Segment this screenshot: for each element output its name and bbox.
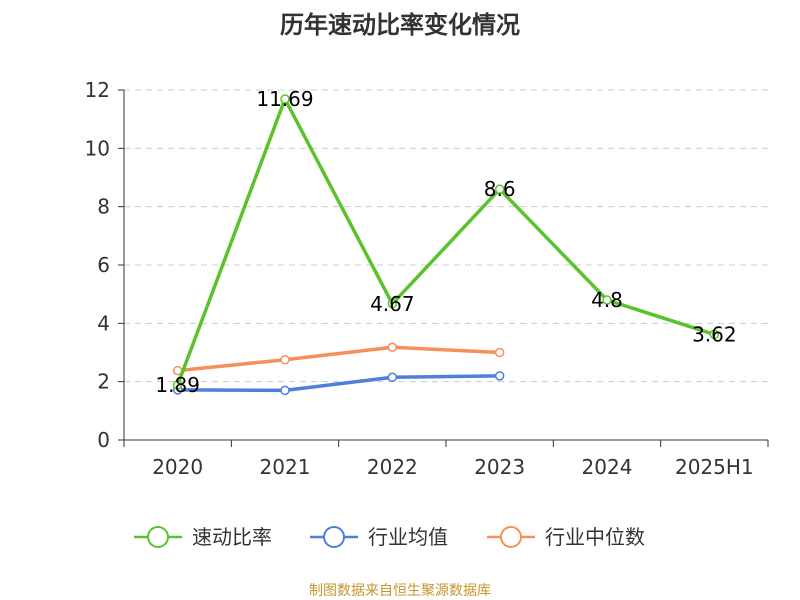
x-tick-label: 2023	[474, 455, 525, 479]
legend-marker	[500, 526, 522, 548]
axes: 0 2 4 6 8 10 12 2020 2021 2022 2023 2024 2025H1	[85, 78, 769, 479]
data-point	[280, 355, 290, 365]
y-tick-label: 0	[97, 428, 110, 452]
data-point	[280, 385, 290, 396]
data-point	[387, 372, 398, 383]
data-point	[494, 347, 505, 358]
data-point	[387, 342, 398, 352]
data-label: 8.6	[484, 177, 516, 201]
y-tick-label: 6	[97, 253, 110, 277]
x-tick-label: 2020	[152, 455, 203, 479]
series-line	[177, 374, 500, 393]
legend-marker	[147, 526, 169, 548]
data-point	[494, 184, 505, 194]
legend-label: 行业均值	[368, 525, 448, 549]
data-labels: 1.89 11.69 4.67 8.6 4.8 3.62	[155, 87, 736, 397]
source-note: 制图数据来自恒生聚源数据库	[309, 583, 491, 599]
series-line	[177, 345, 500, 373]
data-label: 4.8	[591, 288, 623, 312]
y-tick-label: 8	[97, 195, 110, 219]
x-tick-label: 2022	[367, 455, 418, 479]
data-point	[494, 371, 505, 381]
grid	[124, 89, 768, 383]
x-tick-label: 2024	[582, 455, 633, 479]
data-label: 4.67	[370, 292, 415, 316]
legend: 速动比率 行业均值 行业中位数	[134, 525, 645, 549]
data-label: 1.89	[155, 373, 200, 397]
legend-label: 速动比率	[192, 525, 272, 549]
data-point	[280, 94, 290, 104]
series-line	[176, 97, 715, 386]
data-label: 11.69	[256, 87, 313, 111]
series-lines	[172, 94, 720, 396]
data-point	[172, 380, 183, 390]
x-tick-label: 2025H1	[675, 455, 754, 479]
data-point	[387, 299, 398, 309]
data-point	[709, 329, 720, 340]
x-tick-label: 2021	[260, 455, 311, 479]
data-point	[602, 295, 612, 305]
y-tick-label: 12	[85, 78, 110, 102]
chart-title: 历年速动比率变化情况	[280, 11, 520, 39]
data-label: 3.62	[692, 322, 737, 346]
legend-label: 行业中位数	[545, 525, 645, 549]
legend-marker	[323, 526, 345, 548]
y-tick-label: 2	[97, 370, 110, 394]
y-tick-label: 10	[85, 136, 110, 160]
y-tick-label: 4	[97, 311, 110, 335]
